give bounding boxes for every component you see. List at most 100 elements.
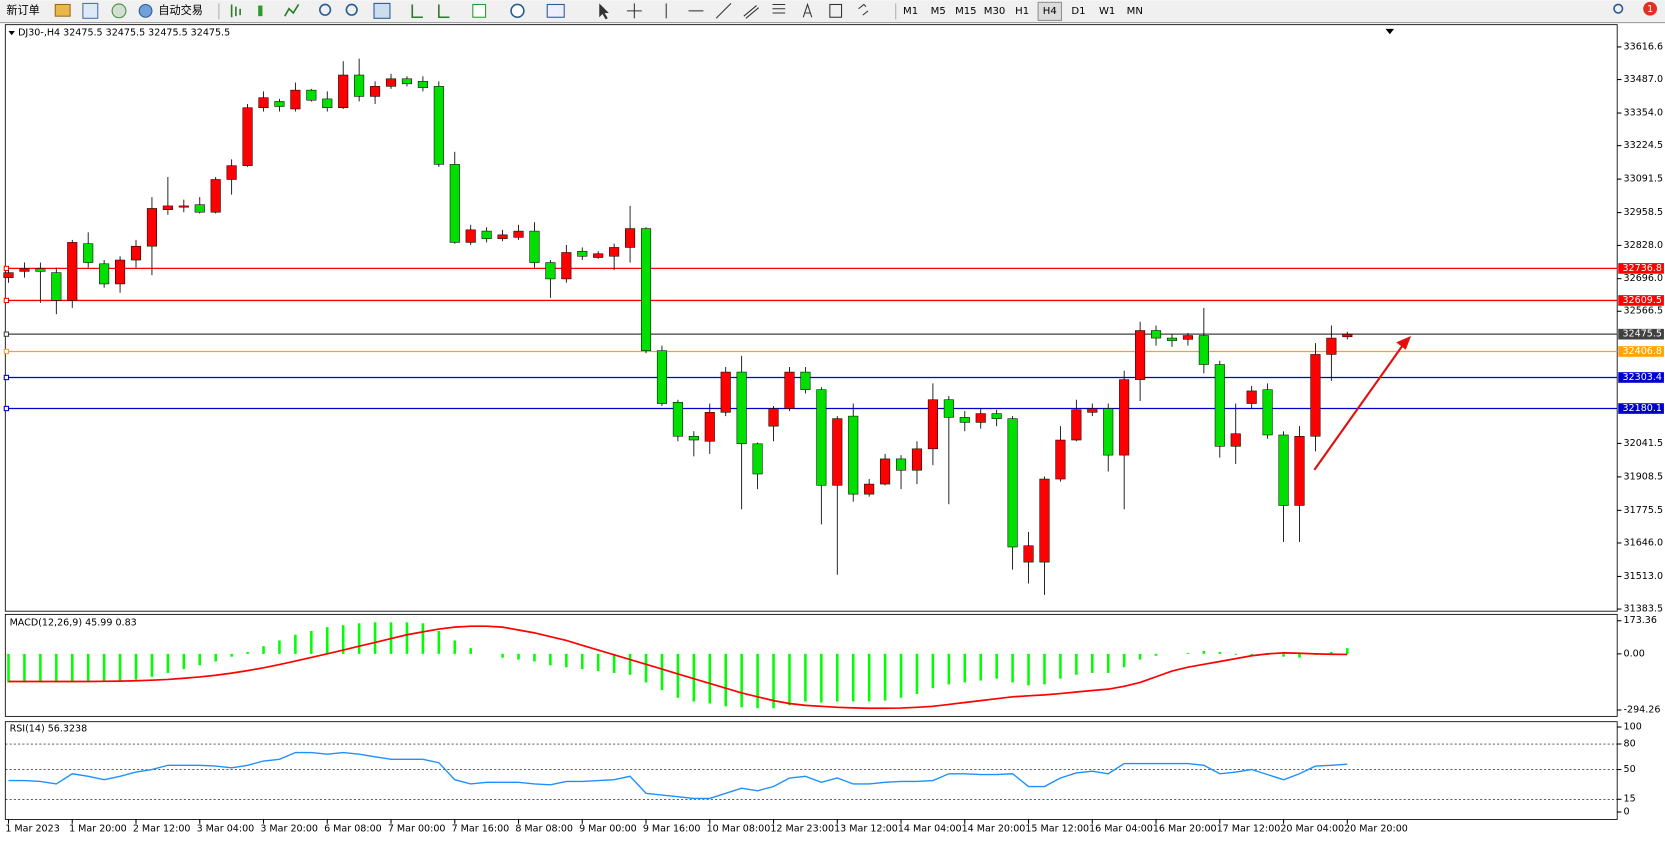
cursor-tool[interactable]	[599, 3, 609, 20]
y-tick-label: 32958.5	[1624, 207, 1663, 218]
text-tool[interactable]	[802, 2, 813, 18]
macd-bar	[899, 653, 903, 698]
candle-body	[210, 179, 221, 213]
y-tick-label: 50	[1624, 764, 1636, 775]
timeframe-button[interactable]: H1	[1015, 6, 1029, 17]
icon[interactable]	[54, 3, 71, 17]
candle-body	[1246, 390, 1257, 404]
fibo-tool[interactable]	[772, 3, 786, 14]
macd-bar	[549, 653, 552, 666]
candle-body	[1230, 433, 1241, 447]
trendline-tool[interactable]	[715, 3, 732, 19]
y-tick-label: 0	[1624, 807, 1630, 818]
symbol-dropdown[interactable]	[8, 31, 15, 36]
candle-body	[895, 458, 907, 471]
toolbar-bg	[0, 0, 1665, 23]
notification-badge[interactable]	[1643, 1, 1658, 16]
macd-bar	[437, 630, 441, 654]
y-tick-label: 0.00	[1624, 648, 1645, 659]
icon[interactable]	[411, 4, 423, 19]
icon[interactable]	[258, 5, 263, 17]
macd-bar	[1282, 653, 1285, 657]
icon[interactable]	[510, 3, 525, 19]
arrow-tool[interactable]	[858, 3, 869, 16]
macd-bar	[214, 653, 217, 662]
timeframe-button[interactable]: M15	[955, 6, 977, 17]
macd-bar	[278, 640, 281, 654]
macd-bar	[198, 653, 202, 666]
candle-body	[943, 399, 954, 418]
candle-body	[816, 389, 827, 486]
macd-bar	[469, 648, 472, 654]
price-label: 32475.5	[1622, 329, 1661, 340]
y-tick-label: 32041.5	[1624, 438, 1663, 449]
macd-bar	[1250, 653, 1253, 655]
y-tick-label: 31908.5	[1624, 471, 1663, 482]
macd-bar	[55, 653, 58, 683]
badge-count[interactable]: 1	[1647, 4, 1653, 15]
icon[interactable]	[438, 4, 450, 19]
price-label: 32303.4	[1622, 372, 1661, 383]
x-tick-label: 15 Mar 12:00	[1025, 824, 1089, 835]
icon[interactable]	[111, 3, 127, 19]
zoom-out[interactable]	[345, 3, 358, 16]
macd-bar	[1154, 653, 1158, 656]
candle-body	[51, 272, 62, 301]
icon[interactable]	[284, 4, 300, 17]
zoom-in[interactable]	[319, 3, 332, 16]
macd-bar	[1234, 653, 1238, 655]
x-tick-label: 8 Mar 08:00	[515, 824, 573, 835]
candle-body	[417, 81, 428, 88]
rsi-title: RSI(14) 56.3238	[10, 724, 88, 735]
timeframe-button[interactable]: M1	[903, 6, 918, 17]
macd-bar	[867, 653, 871, 702]
price-label: 32609.5	[1622, 295, 1661, 306]
price-label-bg	[1618, 403, 1664, 414]
x-tick-label: 1 Mar 20:00	[69, 824, 127, 835]
channel-tool[interactable]	[743, 5, 759, 19]
candle-body	[1023, 545, 1034, 563]
candle-body	[433, 86, 444, 165]
icon[interactable]	[546, 3, 565, 18]
macd-bar	[836, 653, 839, 702]
macd-bar	[851, 653, 855, 702]
x-tick-label: 12 Mar 23:00	[770, 824, 834, 835]
candle-body	[640, 228, 652, 351]
icon[interactable]	[230, 4, 241, 18]
timeframe-button[interactable]: M5	[931, 6, 946, 17]
candle-body	[688, 435, 699, 441]
x-tick-label: 1 Mar 2023	[5, 824, 59, 835]
icon[interactable]	[472, 3, 487, 18]
candle-body	[848, 415, 859, 495]
timeframe-button[interactable]: D1	[1071, 6, 1085, 17]
x-tick-label: 20 Mar 20:00	[1344, 824, 1408, 835]
macd-bar	[134, 653, 138, 680]
macd-bar	[7, 653, 10, 683]
label-tool[interactable]	[829, 3, 843, 18]
candle-body	[178, 205, 189, 208]
macd-bar	[772, 653, 775, 709]
crosshair-tool[interactable]	[626, 3, 642, 19]
icon[interactable]	[373, 2, 391, 19]
auto-trading-button[interactable]: 自动交易	[158, 3, 203, 17]
candle-body	[1119, 379, 1130, 456]
timeframe-button[interactable]: W1	[1099, 6, 1115, 17]
timeframe-button[interactable]: MN	[1127, 6, 1143, 17]
icon[interactable]	[138, 3, 153, 18]
search[interactable]	[1613, 3, 1624, 14]
candle-body	[1342, 333, 1353, 338]
candle-body	[927, 399, 938, 450]
timeframe-button[interactable]: H4	[1043, 6, 1057, 17]
macd-bar	[963, 653, 967, 683]
line-handle	[3, 405, 10, 412]
new-order-button[interactable]: 新订单	[6, 3, 39, 17]
candle-body	[1055, 439, 1066, 480]
candle-body	[115, 259, 126, 285]
candle-body	[322, 98, 333, 109]
y-tick-label: 32566.5	[1624, 306, 1663, 317]
y-tick-label: 31775.5	[1624, 505, 1663, 516]
icon[interactable]	[82, 2, 99, 19]
timeframe-button[interactable]: M30	[984, 6, 1006, 17]
macd-bar	[310, 630, 313, 654]
x-tick-label: 3 Mar 20:00	[260, 824, 318, 835]
